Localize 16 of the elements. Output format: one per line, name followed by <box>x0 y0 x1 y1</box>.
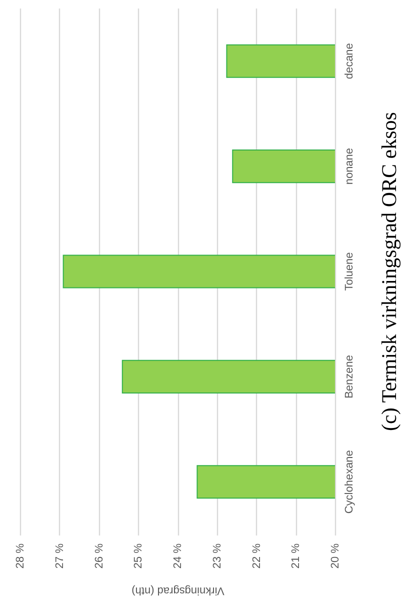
x-tick-label: 26 % <box>93 543 106 569</box>
x-tick-label: 23 % <box>211 543 224 569</box>
y-tick-label: Benzene <box>344 354 356 398</box>
x-axis-title: Virkningsgrad (nth) <box>132 584 224 597</box>
x-tick-label: 24 % <box>172 543 184 569</box>
text: (c) Termisk virkningsgrad ORC eksos <box>377 112 401 431</box>
x-tick-label: 20 % <box>330 543 342 569</box>
y-tick-label: decane <box>344 43 356 80</box>
x-tick-label: 28 % <box>14 543 26 569</box>
x-tick-label: 25 % <box>132 543 145 569</box>
x-tick-label: 21 % <box>290 543 302 569</box>
y-tick-label: Toluene <box>344 252 356 291</box>
x-tick-label: 27 % <box>54 543 66 569</box>
y-tick-label: nonane <box>344 148 356 185</box>
y-tick-label: Cyclohexane <box>344 450 356 514</box>
x-tick-label: 22 % <box>250 543 263 569</box>
